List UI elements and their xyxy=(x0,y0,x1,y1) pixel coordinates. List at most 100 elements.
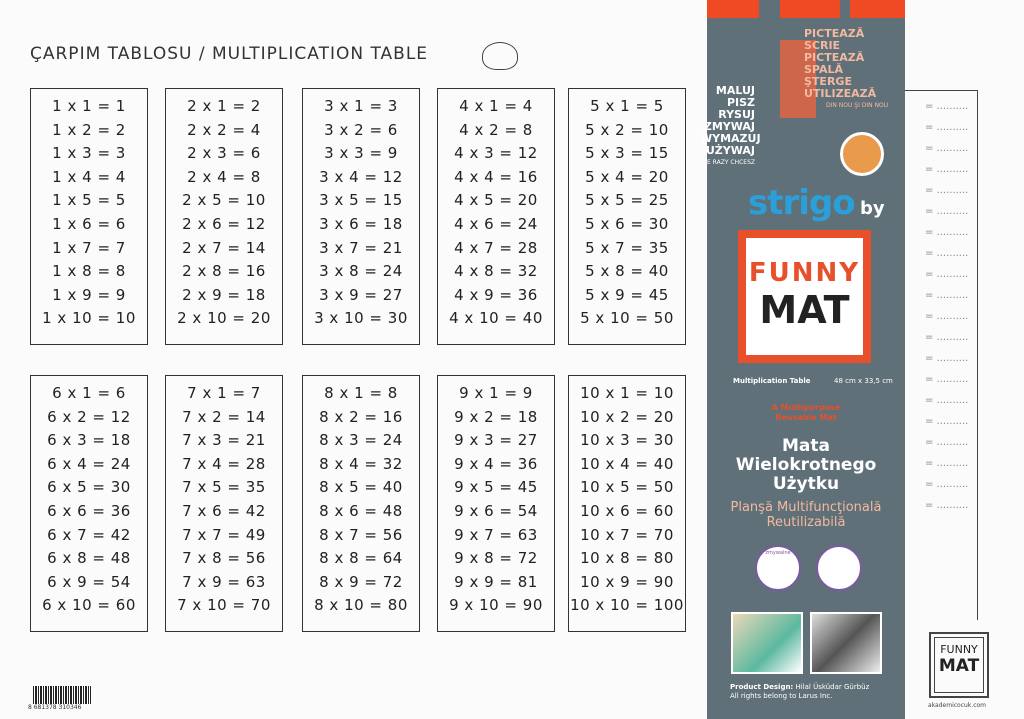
table-row: 1 x 8 = 8 xyxy=(52,262,126,281)
table-row: 2 x 6 = 12 xyxy=(182,214,266,233)
table-row: 6 x 7 = 42 xyxy=(47,525,131,544)
table-row: 7 x 9 = 63 xyxy=(182,572,266,591)
table-row: 9 x 6 = 54 xyxy=(454,501,538,520)
rights-text: All rights belong to Larus Inc. xyxy=(730,692,833,700)
website-url: akademicocuk.com xyxy=(928,702,987,709)
by-label: by xyxy=(860,198,885,219)
table-row: 1 x 1 = 1 xyxy=(52,97,126,115)
table-row: 10 x 1 = 10 xyxy=(580,384,674,402)
table-row: 5 x 4 = 20 xyxy=(585,167,669,186)
times-table-5: 5 x 1 = 5 5 x 2 = 10 5 x 3 = 15 5 x 4 = 20 5… xyxy=(568,88,686,345)
table-row: 8 x 9 = 72 xyxy=(319,572,403,591)
table-row: 1 x 6 = 6 xyxy=(52,214,126,233)
table-row: 5 x 6 = 30 xyxy=(585,214,669,233)
table-row: 3 x 9 = 27 xyxy=(319,285,403,304)
table-row: 6 x 1 = 6 xyxy=(52,384,126,402)
polish-title: Mata Wielokrotnego Użytku xyxy=(735,436,877,494)
practice-row: = .......... xyxy=(925,269,969,280)
table-row: 9 x 2 = 18 xyxy=(454,407,538,426)
table-row: 4 x 5 = 20 xyxy=(454,191,538,210)
table-row: 5 x 8 = 40 xyxy=(585,262,669,281)
romanian-title: Planşă Multifuncţională Reutilizabilă xyxy=(730,500,882,530)
table-row: 6 x 4 = 24 xyxy=(47,454,131,473)
table-row: 5 x 9 = 45 xyxy=(585,285,669,304)
table-row: 10 x 6 = 60 xyxy=(580,501,674,520)
table-row: 3 x 7 = 21 xyxy=(319,238,403,257)
table-row: 8 x 10 = 80 xyxy=(314,596,408,615)
product-size: 48 cm x 33,5 cm xyxy=(834,377,893,385)
credit: Product Design: Hilal Üsküdar Gürbüz xyxy=(730,683,870,691)
practice-row: = .......... xyxy=(925,101,969,112)
table-row: 5 x 3 = 15 xyxy=(585,144,669,163)
times-table-8: 8 x 1 = 8 8 x 2 = 16 8 x 3 = 24 8 x 4 = 32 8… xyxy=(302,375,420,632)
table-row: 10 x 2 = 20 xyxy=(580,407,674,426)
table-row: 2 x 7 = 14 xyxy=(182,238,266,257)
barcode-number: 8 681378 310346 xyxy=(28,704,82,711)
table-row: 3 x 3 = 9 xyxy=(324,144,398,163)
authentication-badge-icon xyxy=(840,132,884,176)
practice-row: = .......... xyxy=(925,227,969,238)
practice-row: = .......... xyxy=(925,353,969,364)
table-row: 8 x 8 = 64 xyxy=(319,549,403,568)
practice-row: = .......... xyxy=(925,206,969,217)
table-row: 6 x 3 = 18 xyxy=(47,431,131,450)
table-row: 10 x 10 = 100 xyxy=(570,596,684,615)
funny-mat-logo: FUNNY MAT xyxy=(738,230,871,363)
table-row: 7 x 4 = 28 xyxy=(182,454,266,473)
red-text-block xyxy=(780,40,816,118)
page-title: ÇARPIM TABLOSU / MULTIPLICATION TABLE xyxy=(30,44,429,64)
table-row: 1 x 9 = 9 xyxy=(52,285,126,304)
times-table-3: 3 x 1 = 3 3 x 2 = 6 3 x 3 = 9 3 x 4 = 12 3 x… xyxy=(302,88,420,345)
table-row: 1 x 2 = 2 xyxy=(52,120,126,139)
table-row: 9 x 4 = 36 xyxy=(454,454,538,473)
table-row: 6 x 6 = 36 xyxy=(47,501,131,520)
table-row: 1 x 5 = 5 xyxy=(52,191,126,210)
times-table-1: 1 x 1 = 1 1 x 2 = 2 1 x 3 = 3 1 x 4 = 4 1 x … xyxy=(30,88,148,345)
practice-row: = .......... xyxy=(925,374,969,385)
table-row: 5 x 2 = 10 xyxy=(585,120,669,139)
red-subtitle: A Multipurpose Reusable Mat xyxy=(771,403,841,422)
practice-row: = .......... xyxy=(925,458,969,469)
table-row: 7 x 2 = 14 xyxy=(182,407,266,426)
table-row: 4 x 2 = 8 xyxy=(459,120,533,139)
table-row: 8 x 6 = 48 xyxy=(319,501,403,520)
barcode xyxy=(33,686,91,704)
times-table-10: 10 x 1 = 10 10 x 2 = 20 10 x 3 = 30 10 x 4 … xyxy=(568,375,686,632)
times-table-9: 9 x 1 = 9 9 x 2 = 18 9 x 3 = 27 9 x 4 = 36 9… xyxy=(437,375,555,632)
table-row: 8 x 3 = 24 xyxy=(319,431,403,450)
hang-tab xyxy=(780,0,840,18)
table-row: 10 x 8 = 80 xyxy=(580,549,674,568)
table-row: 2 x 3 = 6 xyxy=(187,144,261,163)
polish-words: MALUJ PISZ RYSUJ ZMYWAJ WYMAZUJ UŻYWAJ ILE RA… xyxy=(700,84,761,167)
table-row: 5 x 5 = 25 xyxy=(585,191,669,210)
strigo-brand: strigo xyxy=(748,183,856,223)
times-table-6: 6 x 1 = 6 6 x 2 = 12 6 x 3 = 18 6 x 4 = 24 6… xyxy=(30,375,148,632)
table-row: 2 x 2 = 4 xyxy=(187,120,261,139)
romanian-words: PICTEAZĂ SCRIE PICTEAZĂ SPALĂ ŞTERGE UTILIZEA… xyxy=(804,27,889,110)
table-row: 4 x 4 = 16 xyxy=(454,167,538,186)
table-row: 9 x 7 = 63 xyxy=(454,525,538,544)
table-row: 5 x 1 = 5 xyxy=(590,97,664,115)
practice-row: = .......... xyxy=(925,500,969,511)
hang-tab xyxy=(850,0,905,18)
corner-funny-mat-logo: FUNNY MAT xyxy=(929,632,989,698)
table-row: 9 x 3 = 27 xyxy=(454,431,538,450)
table-row: 2 x 5 = 10 xyxy=(182,191,266,210)
practice-row: = .......... xyxy=(925,332,969,343)
times-table-4: 4 x 1 = 4 4 x 2 = 8 4 x 3 = 12 4 x 4 = 16 4 … xyxy=(437,88,555,345)
practice-row: = .......... xyxy=(925,416,969,427)
table-row: 4 x 9 = 36 xyxy=(454,285,538,304)
table-row: 3 x 8 = 24 xyxy=(319,262,403,281)
table-row: 4 x 1 = 4 xyxy=(459,97,533,115)
washing-photo xyxy=(810,612,882,674)
table-row: 4 x 10 = 40 xyxy=(449,309,543,328)
table-row: 8 x 5 = 40 xyxy=(319,478,403,497)
table-row: 10 x 9 = 90 xyxy=(580,572,674,591)
table-row: 8 x 2 = 16 xyxy=(319,407,403,426)
practice-column: = .......... = .......... = .......... = ..… xyxy=(895,90,978,620)
table-row: 2 x 8 = 16 xyxy=(182,262,266,281)
table-row: 1 x 4 = 4 xyxy=(52,167,126,186)
times-table-7: 7 x 1 = 7 7 x 2 = 14 7 x 3 = 21 7 x 4 = 28 7… xyxy=(165,375,283,632)
table-row: 7 x 5 = 35 xyxy=(182,478,266,497)
product-name: Multiplication Table xyxy=(733,377,811,385)
